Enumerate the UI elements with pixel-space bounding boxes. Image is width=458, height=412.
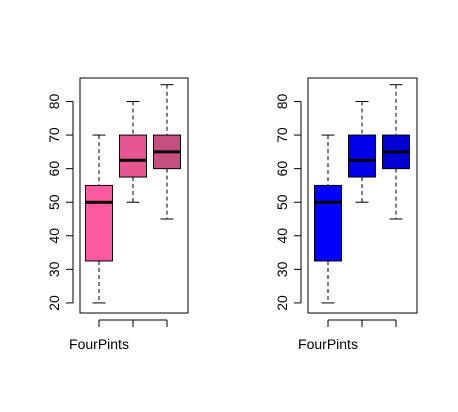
y-tick-label: 30 — [274, 261, 290, 277]
x-category-label: FourPints — [298, 336, 358, 352]
y-tick-label: 40 — [274, 228, 290, 244]
y-tick-label: 50 — [46, 194, 62, 210]
y-axis: 20 30 40 50 60 70 80 — [274, 94, 302, 311]
y-tick-label: 30 — [46, 261, 62, 277]
box-1 — [85, 134, 113, 304]
x-axis: FourPints — [69, 319, 168, 352]
y-tick-label: 40 — [46, 228, 62, 244]
y-tick-label: 20 — [46, 295, 62, 311]
boxplot-panel-pink: 20 30 40 50 60 70 80 FourPints — [46, 77, 189, 352]
iqr-box — [85, 184, 113, 262]
boxplot-panel-blue: 20 30 40 50 60 70 80 FourPints — [274, 77, 418, 352]
iqr-box — [348, 134, 376, 178]
x-category-label: FourPints — [69, 336, 129, 352]
box-1 — [314, 134, 342, 304]
box-3 — [153, 84, 181, 220]
y-tick-label: 80 — [46, 94, 62, 110]
y-tick-label: 50 — [274, 194, 290, 210]
x-axis: FourPints — [298, 319, 397, 352]
box-2 — [119, 101, 147, 203]
y-tick-label: 20 — [274, 295, 290, 311]
iqr-box — [119, 134, 147, 178]
plot-frame — [79, 77, 189, 314]
box-2 — [348, 101, 376, 203]
y-tick-label: 70 — [46, 127, 62, 143]
y-tick-label: 70 — [274, 127, 290, 143]
iqr-box — [314, 184, 342, 262]
y-tick-label: 80 — [274, 94, 290, 110]
y-tick-label: 60 — [274, 161, 290, 177]
y-axis: 20 30 40 50 60 70 80 — [46, 94, 74, 311]
box-3 — [382, 84, 410, 220]
y-tick-label: 60 — [46, 161, 62, 177]
plot-frame — [307, 77, 418, 314]
